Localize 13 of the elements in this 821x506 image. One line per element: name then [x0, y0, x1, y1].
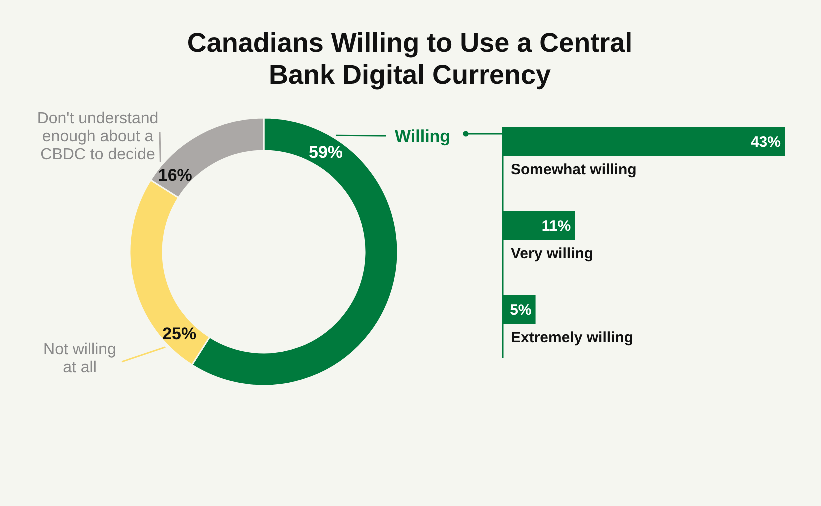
data-label: 25% — [162, 324, 197, 344]
data-label: 59% — [309, 143, 344, 162]
y-tick-label: Somewhat willing — [511, 161, 637, 178]
y-tick-label: Extremely willing — [511, 329, 634, 346]
slice-label: Not willing at all — [44, 342, 116, 377]
data-label: 43% — [750, 134, 781, 151]
y-tick-label: Very willing — [511, 245, 594, 262]
data-label: 16% — [158, 166, 192, 185]
data-label: 5% — [510, 302, 532, 319]
slice-label: Willing — [395, 126, 451, 146]
slice-label: Don't understand enough about a CBDC to decide — [37, 110, 159, 164]
chart-title: Canadians Willing to Use a Central Bank Digital Currency — [187, 28, 633, 90]
data-label: 11% — [542, 218, 572, 235]
